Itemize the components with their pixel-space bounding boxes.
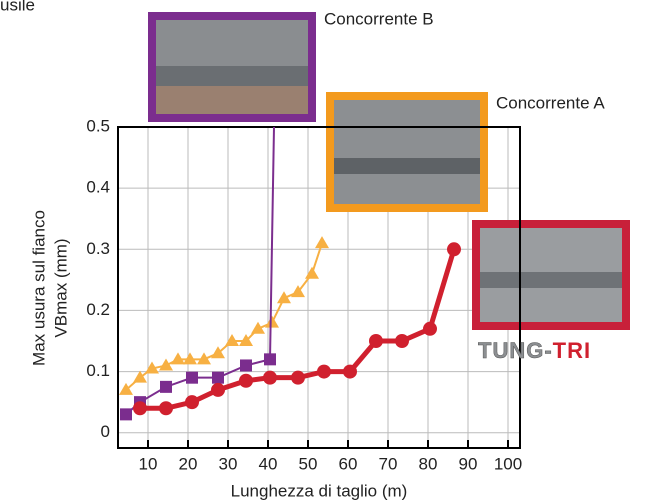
logo-left: TUNG- — [478, 338, 553, 363]
point — [317, 365, 331, 379]
y-tick-label: 0.5 — [86, 116, 110, 135]
point — [160, 381, 172, 393]
x-tick-label: 90 — [459, 454, 478, 473]
point — [186, 372, 198, 384]
x-tick-label: 70 — [379, 454, 398, 473]
x-tick-label: 80 — [419, 454, 438, 473]
logo: TUNG-TRI — [478, 338, 591, 363]
x-axis-label: Lunghezza di taglio (m) — [231, 481, 408, 500]
point — [265, 316, 279, 328]
photo-detail — [334, 158, 480, 174]
photo-detail — [156, 66, 308, 86]
x-tick-label: 20 — [179, 454, 198, 473]
logo-right: TRI — [553, 338, 591, 363]
point — [159, 401, 173, 415]
chart: usile Concorrente B Concorrente A TUNG-T… — [0, 0, 664, 503]
caption-fragment: usile — [0, 0, 35, 14]
point — [369, 334, 383, 348]
point — [133, 401, 147, 415]
point — [277, 291, 291, 303]
point — [447, 242, 461, 256]
point — [343, 365, 357, 379]
point — [423, 322, 437, 336]
point — [240, 359, 252, 371]
point — [159, 358, 173, 370]
y-tick-label: 0 — [101, 422, 110, 441]
x-tick-label: 50 — [299, 454, 318, 473]
photo-detail — [480, 272, 622, 288]
point — [263, 371, 277, 385]
y-tick-label: 0.4 — [86, 178, 110, 197]
point — [212, 372, 224, 384]
point — [395, 334, 409, 348]
point — [291, 371, 305, 385]
y-tick-label: 0.2 — [86, 300, 110, 319]
point — [305, 267, 319, 279]
x-tick-label: 10 — [139, 454, 158, 473]
point — [120, 408, 132, 420]
point — [251, 322, 265, 334]
photo-detail — [156, 86, 308, 114]
x-tick-label: 100 — [494, 454, 522, 473]
point — [315, 236, 329, 248]
photo-label: Concorrente A — [496, 93, 605, 112]
y-tick-label: 0.1 — [86, 361, 110, 380]
point — [211, 383, 225, 397]
point — [239, 374, 253, 388]
x-tick-label: 60 — [339, 454, 358, 473]
y-axis-label: VBmax (mm) — [51, 238, 70, 337]
x-tick-label: 30 — [219, 454, 238, 473]
y-tick-label: 0.3 — [86, 239, 110, 258]
photo-label: Concorrente B — [324, 9, 434, 28]
x-tick-label: 40 — [259, 454, 278, 473]
photos — [152, 16, 626, 326]
point — [264, 353, 276, 365]
y-axis-label: Max usura sul fianco — [29, 210, 48, 366]
photo-a — [330, 96, 484, 208]
point — [133, 371, 147, 383]
point — [185, 395, 199, 409]
